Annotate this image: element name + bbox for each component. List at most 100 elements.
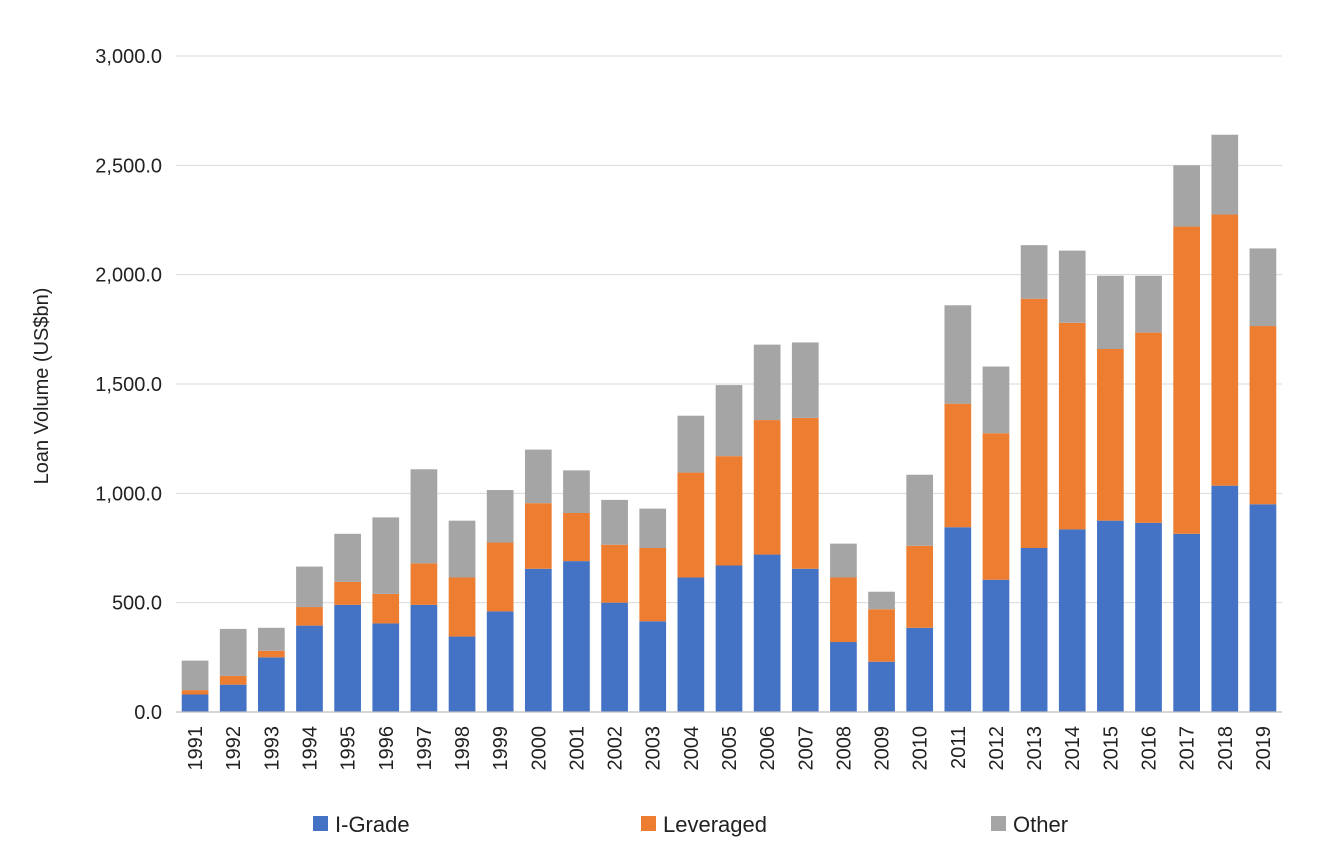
x-tick-label: 1991 [185,726,207,771]
bar-segment-i-grade-2000 [524,568,552,712]
bar-segment-other-1998 [448,520,476,578]
bar-segment-leveraged-2016 [1135,332,1162,523]
bar-segment-other-2015 [1097,275,1124,350]
bar-segment-other-1991 [181,660,209,691]
bar-segment-leveraged-2002 [601,544,628,603]
bar-segment-leveraged-2005 [715,456,743,566]
bar-segment-i-grade-1999 [486,611,514,712]
x-tick-label: 1997 [414,726,436,771]
bar-segment-other-2008 [830,543,857,578]
bar-segment-i-grade-2004 [677,577,705,712]
bar-segment-other-2011 [944,305,972,404]
x-tick-label: 2004 [681,726,703,771]
bar-segment-i-grade-2002 [601,602,628,712]
bar-segment-other-2003 [639,508,667,548]
bar-segment-i-grade-2019 [1249,504,1277,712]
bar-segment-i-grade-2003 [639,621,667,712]
bar-segment-i-grade-2005 [715,565,743,712]
bar-segment-other-2016 [1135,275,1162,333]
bar-segment-other-2017 [1173,165,1201,227]
x-tick-label: 2016 [1139,726,1161,771]
bar-segment-other-2009 [868,591,895,610]
x-axis-ticks: 1991 1992 1993 1994 1995 1996 1997 1998 1999 2000… [185,726,1275,771]
bar-segment-i-grade-2018 [1211,485,1239,712]
bars [181,134,1277,712]
bar-segment-leveraged-2010 [906,545,934,628]
bar-segment-other-1992 [219,628,247,676]
bar-segment-i-grade-1994 [296,625,323,712]
y-tick-label: 500.0 [112,593,162,615]
bar-segment-other-2005 [715,385,743,457]
bar-segment-leveraged-2014 [1058,322,1086,530]
x-tick-label: 2017 [1177,726,1199,771]
bar-segment-i-grade-2001 [563,561,590,712]
x-tick-label: 1996 [376,726,398,771]
y-tick-label: 1,500.0 [95,374,162,396]
bar-segment-leveraged-1995 [334,581,361,605]
bar-segment-leveraged-2015 [1097,349,1124,521]
bar-segment-leveraged-1996 [372,593,400,624]
x-tick-label: 2011 [948,726,970,769]
x-tick-label: 2009 [872,726,894,771]
bar-segment-i-grade-2008 [830,642,857,712]
bar-segment-i-grade-2013 [1020,548,1048,712]
bar-segment-leveraged-1998 [448,577,476,637]
x-tick-label: 2015 [1100,726,1122,771]
x-tick-label: 2000 [528,726,550,771]
bar-segment-leveraged-2009 [868,609,895,662]
bar-segment-leveraged-2011 [944,403,972,528]
x-tick-label: 2005 [719,726,741,771]
x-tick-label: 2018 [1215,726,1237,771]
bar-segment-other-2014 [1058,250,1086,323]
x-tick-label: 2008 [833,726,855,771]
bar-segment-other-2007 [791,342,819,418]
bar-segment-i-grade-2012 [982,579,1010,712]
bar-segment-other-1994 [296,566,323,608]
legend-label: Leveraged [663,812,767,837]
bar-segment-i-grade-1997 [410,604,438,712]
bar-segment-leveraged-2019 [1249,326,1277,505]
bar-segment-leveraged-1997 [410,563,438,605]
x-tick-label: 2010 [910,726,932,771]
x-tick-label: 2019 [1253,726,1275,771]
bar-segment-i-grade-1992 [219,684,247,712]
y-tick-label: 2,500.0 [95,155,162,177]
x-tick-label: 2013 [1024,726,1046,771]
y-tick-label: 3,000.0 [95,46,162,68]
bar-segment-leveraged-1994 [296,607,323,626]
bar-segment-other-1997 [410,469,438,564]
x-tick-label: 1994 [299,726,321,771]
bar-segment-i-grade-1991 [181,694,209,712]
bar-segment-leveraged-1999 [486,542,514,612]
bar-segment-i-grade-1998 [448,636,476,712]
bar-segment-other-2012 [982,366,1010,434]
x-tick-label: 2007 [795,726,817,771]
bar-segment-leveraged-2013 [1020,298,1048,548]
bar-segment-i-grade-2010 [906,627,934,712]
bar-segment-other-1996 [372,517,400,594]
bar-segment-i-grade-2009 [868,661,895,712]
bar-segment-other-2013 [1020,245,1048,299]
bar-segment-leveraged-1993 [258,650,285,658]
bar-segment-other-2002 [601,499,628,545]
bar-segment-i-grade-2016 [1135,522,1162,712]
x-tick-label: 2006 [757,726,779,771]
bar-segment-leveraged-1992 [219,675,247,685]
bar-segment-i-grade-2017 [1173,533,1201,712]
x-tick-label: 2002 [605,726,627,771]
x-tick-label: 2014 [1062,726,1084,771]
y-axis-title: Loan Volume (US$bn) [31,288,53,485]
bar-segment-other-2000 [524,449,552,504]
legend-swatch-other [991,816,1006,831]
x-tick-label: 1999 [490,726,512,771]
legend-label: Other [1013,812,1068,837]
bar-segment-leveraged-2006 [753,420,781,555]
x-tick-label: 1993 [261,726,283,771]
y-axis-ticks: 0.0 500.0 1,000.0 1,500.0 2,000.0 2,500.0 3,00… [95,46,162,724]
bar-segment-leveraged-2004 [677,472,705,578]
bar-segment-i-grade-2007 [791,568,819,712]
bar-segment-other-1999 [486,490,514,543]
bar-segment-leveraged-2001 [563,513,590,562]
